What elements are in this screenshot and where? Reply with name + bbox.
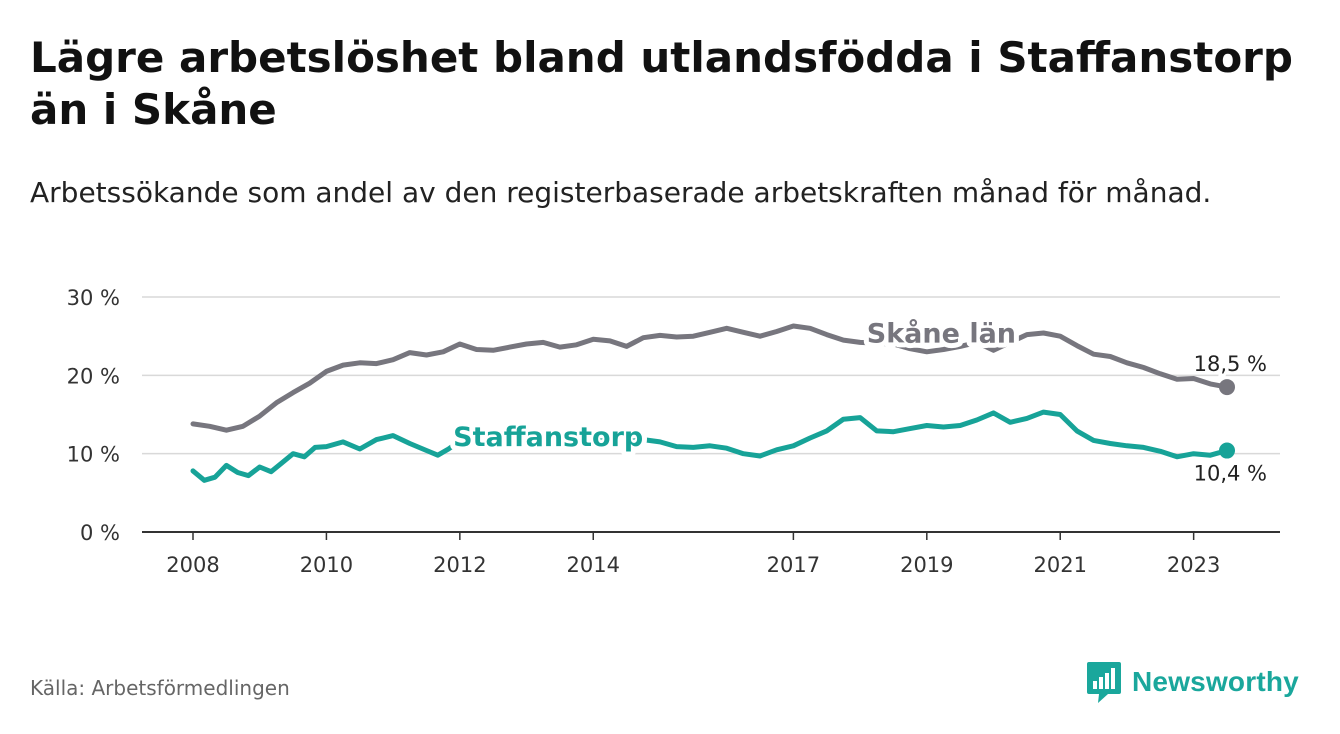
line-chart: Skåne län Staffanstorp 18,5 % 10,4 % 0 % 10 … (67, 286, 1280, 577)
series-line-staffanstorp (190, 409, 1230, 483)
newsworthy-brand[interactable]: Newsworthy (1086, 660, 1299, 704)
end-label-skane-lan: 18,5 % (1194, 352, 1267, 376)
x-tick-label: 2010 (300, 553, 353, 577)
axes: 0 % 10 % 20 % 30 % 2008 2010 2012 2014 2017 2019 2… (67, 286, 1280, 577)
x-tick-label: 2008 (166, 553, 219, 577)
x-tick-label: 2014 (567, 553, 620, 577)
chart-title: Lägre arbetslöshet bland utlandsfödda i … (30, 33, 1293, 134)
end-point-staffanstorp (1219, 442, 1235, 459)
source-note: Källa: Arbetsförmedlingen (30, 676, 290, 700)
chart-subtitle: Arbetssökande som andel av den registerb… (30, 176, 1212, 209)
x-tick-label: 2021 (1033, 553, 1086, 577)
series-labels: Skåne län Staffanstorp 18,5 % 10,4 % (448, 312, 1270, 488)
end-label-staffanstorp: 10,4 % (1194, 462, 1267, 486)
x-tick-label: 2017 (767, 553, 820, 577)
x-tick-label: 2012 (433, 553, 486, 577)
y-tick-label: 10 % (67, 443, 120, 467)
grid-lines (142, 296, 1280, 455)
series-line-skane-lan (190, 323, 1230, 433)
end-point-skane-lan (1219, 379, 1235, 396)
newsworthy-logo-icon (1087, 662, 1121, 703)
x-tick-label: 2023 (1167, 553, 1220, 577)
y-tick-label: 0 % (80, 521, 120, 545)
brand-name: Newsworthy (1132, 666, 1299, 697)
series-label-staffanstorp: Staffanstorp (453, 422, 643, 453)
y-tick-label: 30 % (67, 286, 120, 310)
series-lines (190, 323, 1235, 483)
series-label-skane-lan: Skåne län (867, 317, 1016, 349)
y-tick-label: 20 % (67, 364, 120, 388)
x-tick-label: 2019 (900, 553, 953, 577)
